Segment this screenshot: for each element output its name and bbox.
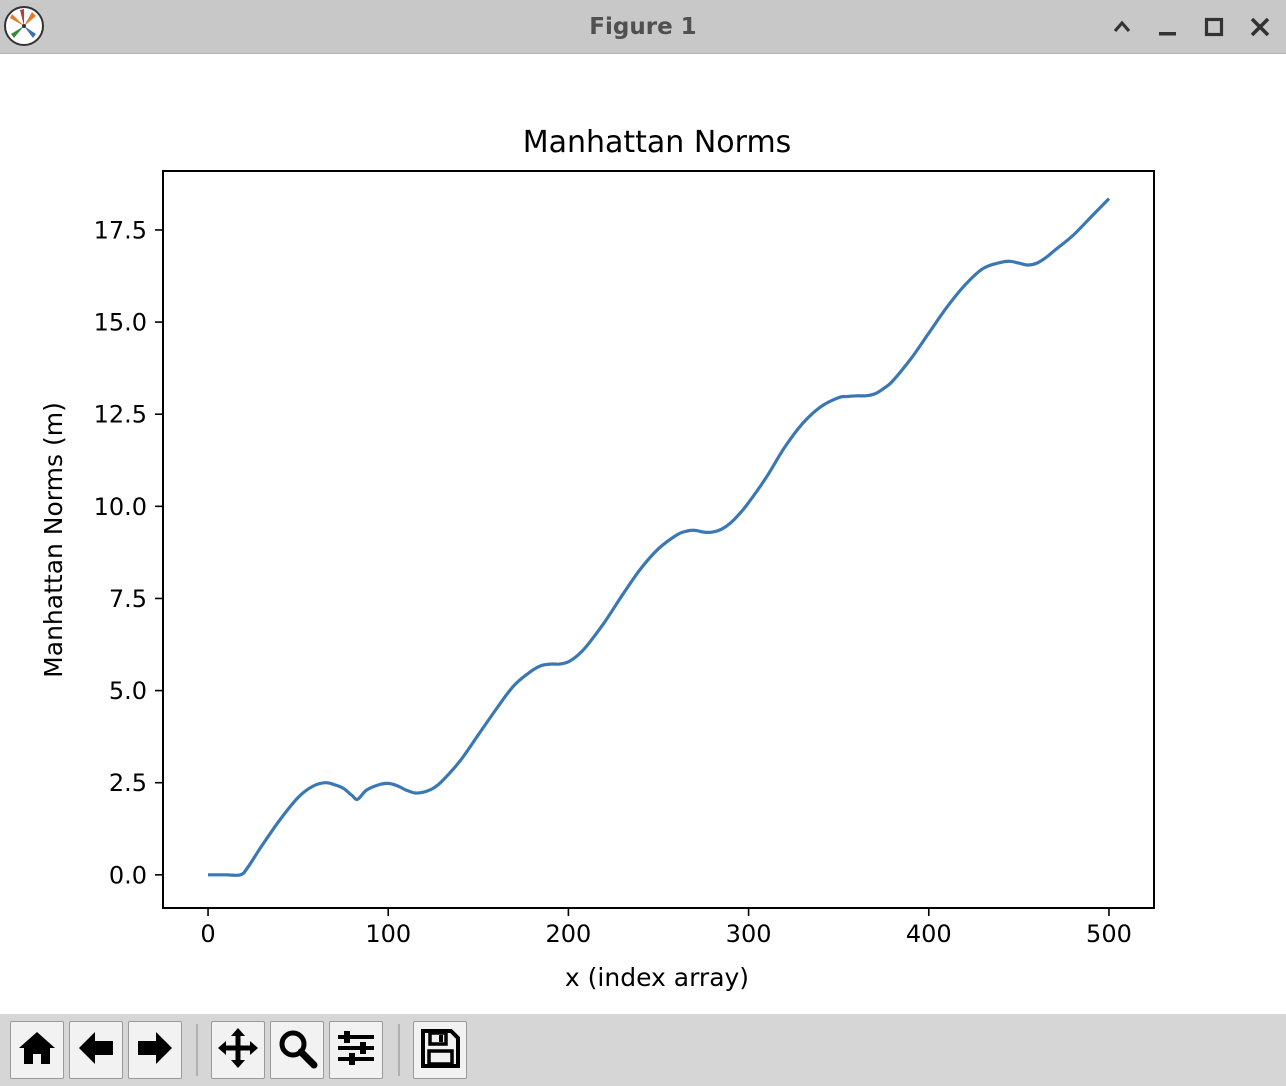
- y-tick-label: 7.5: [109, 585, 147, 613]
- home-icon: [11, 1026, 63, 1070]
- y-axis: 0.0 2.5 5.0 7.5 10.0 12.5 15.0 17.5: [94, 216, 163, 889]
- x-tick-label: 200: [546, 920, 592, 948]
- pan-icon: [212, 1026, 264, 1070]
- y-tick-label: 0.0: [109, 861, 147, 889]
- zoom-icon: [271, 1026, 323, 1070]
- line-chart: Manhattan Norms 0 100 200 300 400 500 0.0 2.5 5…: [0, 54, 1286, 1014]
- y-tick-label: 12.5: [94, 401, 147, 429]
- maximize-icon[interactable]: [1199, 12, 1229, 42]
- zoom-button[interactable]: [270, 1021, 324, 1079]
- chevron-up-icon[interactable]: [1107, 12, 1137, 42]
- figure-background: [0, 54, 1286, 1014]
- navigation-toolbar: [0, 1014, 1286, 1086]
- save-icon: [414, 1026, 466, 1070]
- back-button[interactable]: [69, 1021, 123, 1079]
- x-tick-label: 400: [906, 920, 952, 948]
- toolbar-separator: [398, 1024, 400, 1076]
- configure-subplots-button[interactable]: [329, 1021, 383, 1079]
- chart-title: Manhattan Norms: [523, 125, 792, 160]
- save-button[interactable]: [413, 1021, 467, 1079]
- axes-frame: [162, 170, 1155, 909]
- forward-button[interactable]: [128, 1021, 182, 1079]
- y-tick-label: 5.0: [109, 677, 147, 705]
- series-line: [208, 197, 1111, 877]
- window-title: Figure 1: [589, 14, 697, 40]
- x-tick-label: 0: [200, 920, 215, 948]
- y-tick-label: 2.5: [109, 769, 147, 797]
- y-tick-label: 15.0: [94, 309, 147, 337]
- pan-button[interactable]: [211, 1021, 265, 1079]
- forward-arrow-icon: [129, 1026, 181, 1070]
- close-icon[interactable]: [1245, 12, 1275, 42]
- back-arrow-icon: [70, 1026, 122, 1070]
- title-bar: Figure 1: [0, 0, 1286, 54]
- plot-area: [208, 197, 1111, 877]
- minimize-icon[interactable]: [1153, 12, 1183, 42]
- matplotlib-logo-icon: [2, 4, 46, 48]
- x-tick-label: 500: [1086, 920, 1132, 948]
- figure-canvas[interactable]: Manhattan Norms 0 100 200 300 400 500 0.0 2.5 5…: [0, 54, 1286, 1014]
- x-tick-label: 300: [726, 920, 772, 948]
- x-axis: 0 100 200 300 400 500: [200, 908, 1132, 948]
- y-tick-label: 10.0: [94, 493, 147, 521]
- configure-subplots-icon: [330, 1026, 382, 1070]
- x-axis-label: x (index array): [565, 963, 749, 992]
- toolbar-separator: [196, 1024, 198, 1076]
- x-tick-label: 100: [365, 920, 411, 948]
- y-tick-label: 17.5: [94, 216, 147, 244]
- y-axis-label: Manhattan Norms (m): [39, 402, 68, 678]
- home-button[interactable]: [10, 1021, 64, 1079]
